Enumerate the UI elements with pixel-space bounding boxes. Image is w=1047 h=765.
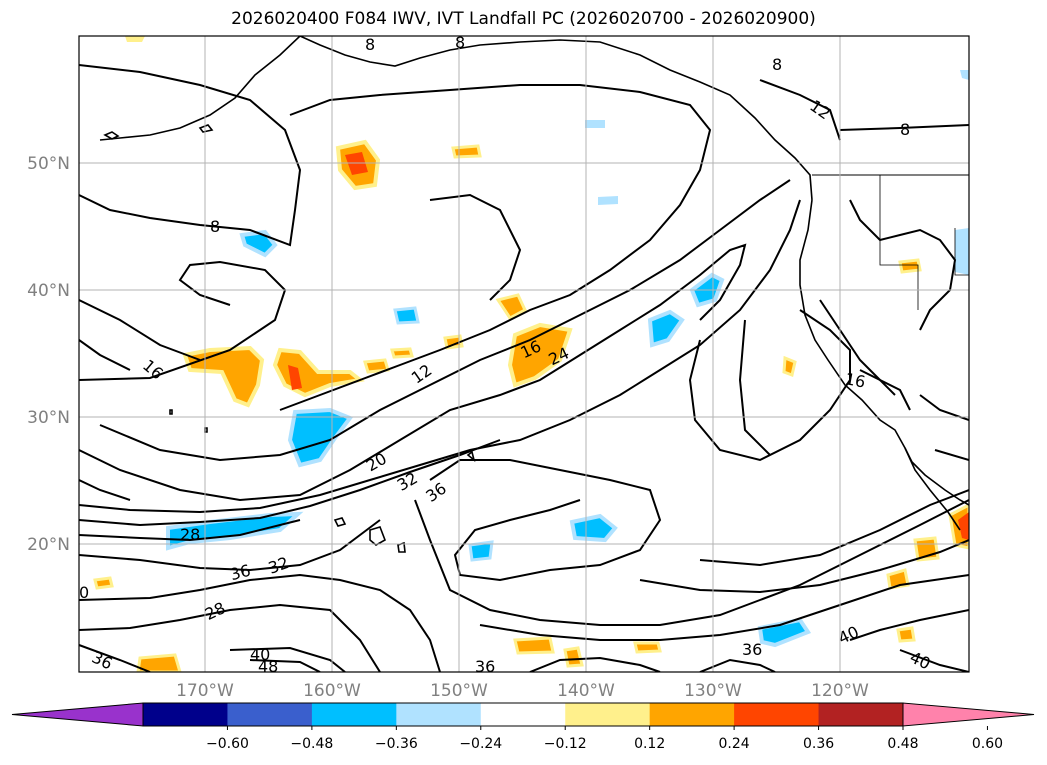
colorbar-bin <box>818 703 904 726</box>
colorbar: −0.60 −0.48 −0.36 −0.24 −0.12 0.12 0.24 0.36 0.4… <box>11 702 1035 752</box>
colorbar-bin <box>565 703 651 726</box>
lon-axis: 170°W 160°W 150°W 140°W 130°W 120°W <box>176 681 869 701</box>
contour-label: 36 <box>475 657 495 676</box>
colorbar-tick-label: −0.60 <box>206 736 249 752</box>
lat-label: 40°N <box>27 281 70 301</box>
lon-label: 120°W <box>811 681 869 701</box>
colorbar-bin <box>311 703 397 726</box>
lat-label: 30°N <box>27 408 70 428</box>
plot-area: 8 8 8 12 8 16 12 16 24 20 32 36 28 36 32… <box>79 33 969 676</box>
lon-label: 140°W <box>557 681 615 701</box>
lat-axis: 50°N 40°N 30°N 20°N <box>27 154 70 555</box>
colorbar-tick-label: 0.48 <box>887 736 918 752</box>
contour-label: 40 <box>250 645 270 664</box>
contour-label: 8 <box>210 217 220 236</box>
colorbar-bin <box>143 703 228 726</box>
contour-label: 48 <box>258 657 278 676</box>
contour-label: 8 <box>772 55 782 74</box>
colorbar-bin <box>734 703 820 726</box>
lon-label: 170°W <box>176 681 234 701</box>
colorbar-tick-label: 0.36 <box>803 736 834 752</box>
colorbar-frame <box>142 702 904 727</box>
lat-label: 50°N <box>27 154 70 174</box>
colorbar-tick-label: 0.24 <box>719 736 750 752</box>
colorbar-bin <box>480 703 566 726</box>
colorbar-bin <box>396 703 482 726</box>
lat-label: 20°N <box>27 535 70 555</box>
contour-label: 8 <box>365 35 375 54</box>
colorbar-bin <box>227 703 313 726</box>
contour-label: 16 <box>844 369 867 391</box>
colorbar-tick-label: −0.48 <box>290 736 333 752</box>
graticule <box>79 36 969 672</box>
contour-label: 8 <box>455 33 465 52</box>
plot-frame <box>78 35 970 673</box>
lon-label: 160°W <box>303 681 361 701</box>
iwv-contours <box>79 64 969 672</box>
colorbar-tick-label: 0.60 <box>972 736 1003 752</box>
colorbar-extend-max <box>902 702 1035 727</box>
lon-label: 150°W <box>430 681 488 701</box>
colorbar-tick-label: 0.12 <box>634 736 665 752</box>
colorbar-bin <box>649 703 735 726</box>
contour-label: 36 <box>228 561 253 585</box>
lon-label: 130°W <box>684 681 742 701</box>
colorbar-extend-min <box>11 702 144 727</box>
colorbar-tick-label: −0.24 <box>459 736 502 752</box>
contour-label: 28 <box>180 525 200 544</box>
contour-label: 36 <box>742 640 762 659</box>
map-title: 2026020400 F084 IWV, IVT Landfall PC (20… <box>231 9 816 29</box>
colorbar-tick-label: −0.12 <box>544 736 587 752</box>
contour-label: 0 <box>79 583 89 602</box>
colorbar-tick-label: −0.36 <box>375 736 418 752</box>
contour-label: 8 <box>900 120 910 139</box>
